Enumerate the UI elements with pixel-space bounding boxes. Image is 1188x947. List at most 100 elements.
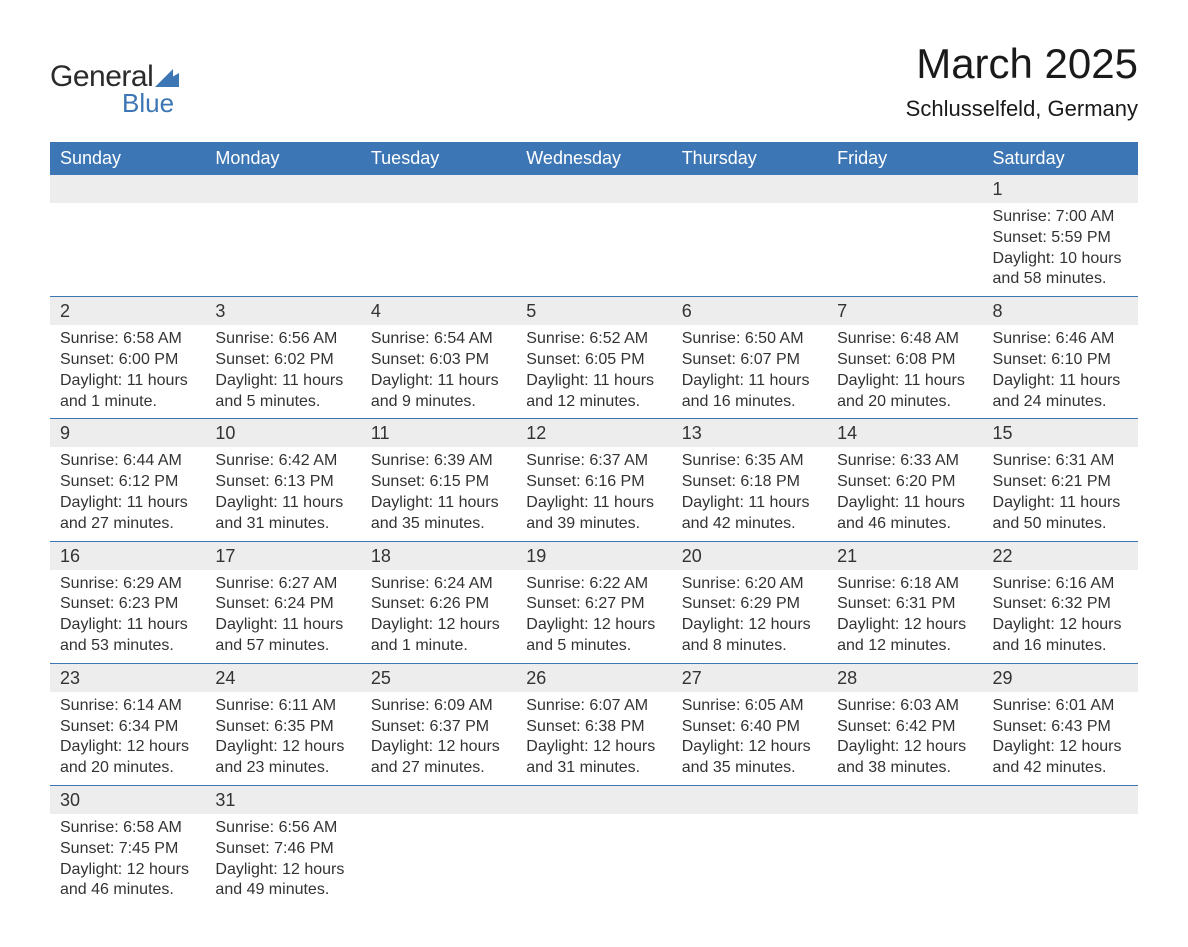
daylight-text: Daylight: 11 hours: [993, 493, 1128, 514]
sunset-text: Sunset: 6:26 PM: [371, 594, 506, 615]
daylight-text: and 46 minutes.: [60, 880, 195, 901]
calendar-day-number: [672, 785, 827, 814]
calendar-day-number: 8: [983, 297, 1138, 326]
daylight-text: Daylight: 11 hours: [526, 371, 661, 392]
sunset-text: Sunset: 6:31 PM: [837, 594, 972, 615]
calendar-column-header: Sunday: [50, 142, 205, 175]
daylight-text: and 5 minutes.: [215, 392, 350, 413]
calendar-day-number: 1: [983, 175, 1138, 203]
sunset-text: Sunset: 6:24 PM: [215, 594, 350, 615]
logo: General Blue: [50, 60, 179, 119]
daylight-text: and 35 minutes.: [371, 514, 506, 535]
calendar-daynum-row: 2345678: [50, 297, 1138, 326]
calendar-day-cell: [361, 814, 516, 907]
logo-text-blue: Blue: [122, 88, 179, 119]
calendar-data-row: Sunrise: 6:14 AMSunset: 6:34 PMDaylight:…: [50, 692, 1138, 786]
daylight-text: Daylight: 11 hours: [993, 371, 1128, 392]
sunset-text: Sunset: 7:46 PM: [215, 839, 350, 860]
sunset-text: Sunset: 6:07 PM: [682, 350, 817, 371]
sunrise-text: Sunrise: 6:31 AM: [993, 451, 1128, 472]
calendar-day-cell: Sunrise: 6:54 AMSunset: 6:03 PMDaylight:…: [361, 325, 516, 419]
daylight-text: Daylight: 12 hours: [60, 860, 195, 881]
sunset-text: Sunset: 6:10 PM: [993, 350, 1128, 371]
daylight-text: Daylight: 11 hours: [371, 371, 506, 392]
calendar-day-cell: [827, 203, 982, 297]
daylight-text: and 20 minutes.: [60, 758, 195, 779]
sunset-text: Sunset: 6:37 PM: [371, 717, 506, 738]
sunrise-text: Sunrise: 6:56 AM: [215, 329, 350, 350]
calendar-column-header: Saturday: [983, 142, 1138, 175]
calendar-day-number: 22: [983, 541, 1138, 570]
calendar-day-number: 9: [50, 419, 205, 448]
calendar-day-cell: Sunrise: 6:27 AMSunset: 6:24 PMDaylight:…: [205, 570, 360, 664]
daylight-text: and 39 minutes.: [526, 514, 661, 535]
calendar-day-number: 12: [516, 419, 671, 448]
calendar-day-cell: Sunrise: 6:09 AMSunset: 6:37 PMDaylight:…: [361, 692, 516, 786]
daylight-text: and 58 minutes.: [993, 269, 1128, 290]
calendar-day-cell: Sunrise: 6:56 AMSunset: 7:46 PMDaylight:…: [205, 814, 360, 907]
calendar-day-cell: Sunrise: 6:01 AMSunset: 6:43 PMDaylight:…: [983, 692, 1138, 786]
calendar-day-cell: Sunrise: 6:03 AMSunset: 6:42 PMDaylight:…: [827, 692, 982, 786]
logo-triangle-icon: [155, 67, 179, 87]
calendar-data-row: Sunrise: 6:58 AMSunset: 7:45 PMDaylight:…: [50, 814, 1138, 907]
daylight-text: and 16 minutes.: [682, 392, 817, 413]
calendar-day-number: 23: [50, 663, 205, 692]
daylight-text: and 50 minutes.: [993, 514, 1128, 535]
calendar-day-cell: Sunrise: 6:44 AMSunset: 6:12 PMDaylight:…: [50, 447, 205, 541]
calendar-day-cell: Sunrise: 6:58 AMSunset: 7:45 PMDaylight:…: [50, 814, 205, 907]
sunrise-text: Sunrise: 6:42 AM: [215, 451, 350, 472]
sunrise-text: Sunrise: 6:37 AM: [526, 451, 661, 472]
calendar-day-cell: Sunrise: 6:33 AMSunset: 6:20 PMDaylight:…: [827, 447, 982, 541]
daylight-text: Daylight: 11 hours: [60, 493, 195, 514]
sunset-text: Sunset: 6:12 PM: [60, 472, 195, 493]
daylight-text: and 27 minutes.: [60, 514, 195, 535]
calendar-day-cell: Sunrise: 6:35 AMSunset: 6:18 PMDaylight:…: [672, 447, 827, 541]
calendar-day-cell: Sunrise: 6:31 AMSunset: 6:21 PMDaylight:…: [983, 447, 1138, 541]
daylight-text: and 46 minutes.: [837, 514, 972, 535]
sunrise-text: Sunrise: 6:29 AM: [60, 574, 195, 595]
calendar-day-number: 10: [205, 419, 360, 448]
calendar-day-number: 20: [672, 541, 827, 570]
calendar-day-number: 21: [827, 541, 982, 570]
sunset-text: Sunset: 6:15 PM: [371, 472, 506, 493]
daylight-text: Daylight: 11 hours: [60, 615, 195, 636]
calendar-day-cell: Sunrise: 6:50 AMSunset: 6:07 PMDaylight:…: [672, 325, 827, 419]
calendar-day-number: [50, 175, 205, 203]
sunrise-text: Sunrise: 6:35 AM: [682, 451, 817, 472]
sunrise-text: Sunrise: 6:50 AM: [682, 329, 817, 350]
daylight-text: Daylight: 11 hours: [60, 371, 195, 392]
daylight-text: and 5 minutes.: [526, 636, 661, 657]
calendar-day-cell: Sunrise: 6:39 AMSunset: 6:15 PMDaylight:…: [361, 447, 516, 541]
sunrise-text: Sunrise: 6:27 AM: [215, 574, 350, 595]
daylight-text: and 35 minutes.: [682, 758, 817, 779]
calendar-column-header: Monday: [205, 142, 360, 175]
sunrise-text: Sunrise: 6:44 AM: [60, 451, 195, 472]
calendar-day-number: 16: [50, 541, 205, 570]
sunset-text: Sunset: 6:21 PM: [993, 472, 1128, 493]
daylight-text: and 31 minutes.: [215, 514, 350, 535]
daylight-text: and 12 minutes.: [837, 636, 972, 657]
calendar-day-cell: Sunrise: 6:56 AMSunset: 6:02 PMDaylight:…: [205, 325, 360, 419]
sunrise-text: Sunrise: 6:52 AM: [526, 329, 661, 350]
daylight-text: Daylight: 12 hours: [215, 737, 350, 758]
sunrise-text: Sunrise: 6:48 AM: [837, 329, 972, 350]
calendar-day-number: [672, 175, 827, 203]
calendar-day-cell: [983, 814, 1138, 907]
calendar-day-number: 3: [205, 297, 360, 326]
daylight-text: and 38 minutes.: [837, 758, 972, 779]
page-title: March 2025: [906, 40, 1138, 88]
sunset-text: Sunset: 6:29 PM: [682, 594, 817, 615]
calendar-table: SundayMondayTuesdayWednesdayThursdayFrid…: [50, 142, 1138, 907]
sunset-text: Sunset: 6:05 PM: [526, 350, 661, 371]
calendar-day-number: 30: [50, 785, 205, 814]
calendar-day-number: 13: [672, 419, 827, 448]
sunset-text: Sunset: 6:42 PM: [837, 717, 972, 738]
daylight-text: Daylight: 12 hours: [993, 615, 1128, 636]
calendar-daynum-row: 1: [50, 175, 1138, 203]
calendar-day-cell: Sunrise: 6:46 AMSunset: 6:10 PMDaylight:…: [983, 325, 1138, 419]
daylight-text: Daylight: 11 hours: [682, 493, 817, 514]
daylight-text: and 20 minutes.: [837, 392, 972, 413]
calendar-day-cell: Sunrise: 6:16 AMSunset: 6:32 PMDaylight:…: [983, 570, 1138, 664]
sunset-text: Sunset: 6:43 PM: [993, 717, 1128, 738]
daylight-text: Daylight: 12 hours: [215, 860, 350, 881]
